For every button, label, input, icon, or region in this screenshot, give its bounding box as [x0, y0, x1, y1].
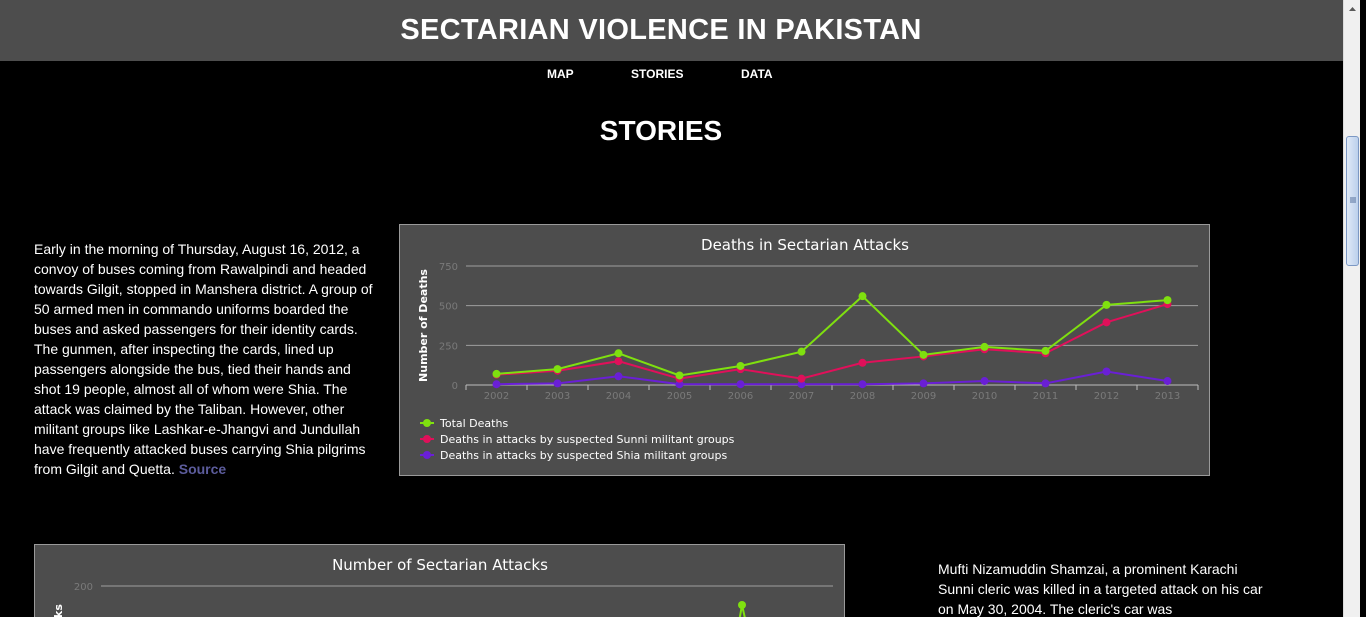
data-point	[675, 371, 684, 380]
data-point	[675, 380, 684, 389]
data-point	[738, 601, 746, 609]
data-point	[1163, 296, 1172, 305]
legend-item: Deaths in attacks by suspected Sunni mil…	[440, 433, 735, 446]
y-tick-label: 250	[439, 341, 458, 352]
deaths-chart: Deaths in Sectarian Attacks Number of Dea…	[399, 224, 1210, 476]
series-line-2	[496, 370, 1168, 386]
attacks-chart-svg: Number of Sectarian Attacks 200 ks	[52, 556, 833, 617]
data-point	[858, 358, 867, 367]
data-point	[797, 347, 806, 356]
y-tick-label: 750	[439, 262, 458, 273]
chart-title: Number of Sectarian Attacks	[332, 556, 548, 574]
story-text-gilgit: Early in the morning of Thursday, August…	[34, 239, 374, 479]
data-point	[492, 380, 501, 389]
legend-marker	[423, 435, 431, 443]
nav-link-map[interactable]: MAP	[547, 67, 574, 81]
data-point	[1102, 367, 1111, 376]
nav-link-stories[interactable]: STORIES	[631, 67, 684, 81]
x-tick-label: 2012	[1094, 391, 1119, 402]
source-link[interactable]: Source	[178, 461, 227, 477]
x-tick-label: 2005	[667, 391, 692, 402]
data-point	[553, 379, 562, 388]
data-point	[1041, 346, 1050, 355]
scroll-up-arrow-icon[interactable]	[1344, 0, 1360, 17]
series-line-0	[496, 294, 1168, 377]
nav-link-data[interactable]: DATA	[741, 67, 773, 81]
data-point	[1041, 379, 1050, 388]
deaths-chart-svg: Deaths in Sectarian Attacks Number of Dea…	[417, 236, 1199, 462]
x-tick-label: 2002	[484, 391, 509, 402]
section-title: STORIES	[599, 115, 723, 146]
legend-marker	[423, 451, 431, 459]
data-point	[614, 372, 623, 381]
legend-marker	[423, 419, 431, 427]
series-line-1	[496, 303, 1168, 380]
x-tick-label: 2011	[1033, 391, 1058, 402]
y-tick-label: 0	[452, 381, 458, 392]
y-tick-label: 200	[74, 582, 93, 593]
data-point	[1102, 300, 1111, 309]
scroll-thumb[interactable]	[1346, 136, 1359, 266]
x-tick-label: 2004	[606, 391, 631, 402]
x-tick-label: 2008	[850, 391, 875, 402]
data-point	[858, 380, 867, 389]
x-tick-label: 2013	[1155, 391, 1180, 402]
y-tick-label: 500	[439, 302, 458, 313]
x-tick-label: 2006	[728, 391, 753, 402]
y-axis-label: Number of Deaths	[417, 269, 430, 382]
x-tick-label: 2003	[545, 391, 570, 402]
x-tick-label: 2010	[972, 391, 997, 402]
site-title: SECTARIAN VIOLENCE IN PAKISTAN	[400, 14, 922, 46]
legend-item: Total Deaths	[439, 417, 508, 430]
data-point	[858, 292, 867, 301]
data-point	[919, 379, 928, 388]
data-point	[553, 365, 562, 374]
story-text-shamzai: Mufti Nizamuddin Shamzai, a prominent Ka…	[938, 561, 1263, 617]
data-point	[614, 349, 623, 358]
grip-icon	[1350, 197, 1356, 203]
data-point	[797, 380, 806, 389]
attacks-chart: Number of Sectarian Attacks 200 ks	[34, 544, 845, 617]
vertical-scrollbar[interactable]	[1343, 0, 1360, 617]
data-point	[797, 374, 806, 383]
y-axis-label: ks	[52, 604, 65, 617]
data-point	[1163, 377, 1172, 386]
data-point	[919, 350, 928, 359]
data-point	[980, 342, 989, 351]
x-tick-label: 2009	[911, 391, 936, 402]
site-header: SECTARIAN VIOLENCE IN PAKISTAN	[0, 0, 1343, 61]
data-point	[736, 380, 745, 389]
chart-title: Deaths in Sectarian Attacks	[701, 236, 909, 254]
data-point	[614, 357, 623, 366]
data-point	[492, 369, 501, 378]
data-point	[736, 361, 745, 370]
x-tick-label: 2007	[789, 391, 814, 402]
story-paragraph: Early in the morning of Thursday, August…	[34, 241, 373, 477]
data-point	[1102, 318, 1111, 327]
legend-item: Deaths in attacks by suspected Shia mili…	[440, 449, 727, 462]
data-point	[980, 377, 989, 386]
